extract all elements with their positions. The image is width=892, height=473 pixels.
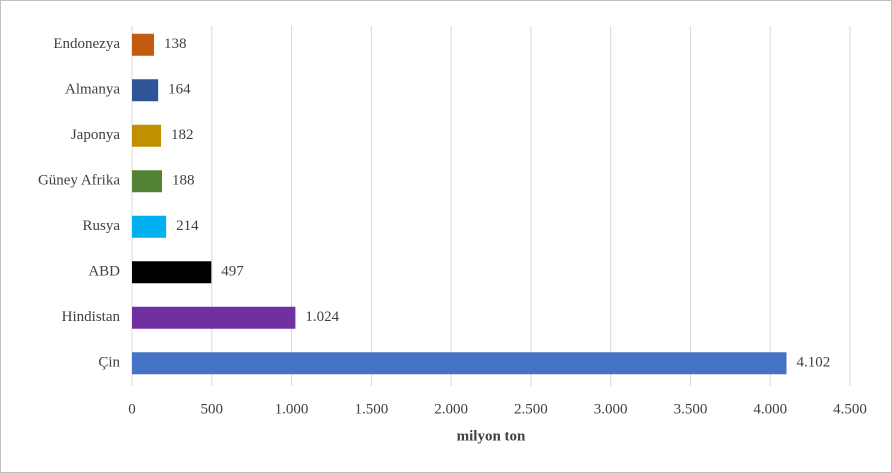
y-tick-label: Güney Afrika bbox=[38, 173, 120, 189]
bar bbox=[132, 79, 159, 102]
y-tick-label: Japonya bbox=[71, 127, 120, 143]
y-tick-label: ABD bbox=[88, 264, 120, 280]
x-tick-label: 3.000 bbox=[594, 401, 628, 417]
value-label: 4.102 bbox=[796, 355, 830, 371]
x-tick-label: 4.500 bbox=[833, 401, 867, 417]
value-label: 182 bbox=[171, 127, 194, 143]
bar bbox=[132, 306, 296, 329]
x-tick-label: 2.500 bbox=[514, 401, 548, 417]
x-tick-label: 3.500 bbox=[674, 401, 708, 417]
y-tick-label: Rusya bbox=[83, 218, 121, 234]
x-tick-label: 4.000 bbox=[753, 401, 787, 417]
bar bbox=[132, 352, 787, 375]
value-label: 1.024 bbox=[305, 309, 339, 325]
x-tick-label: 500 bbox=[201, 401, 224, 417]
value-label: 188 bbox=[172, 173, 195, 189]
bar bbox=[132, 33, 155, 56]
bar bbox=[132, 261, 212, 284]
bar bbox=[132, 215, 167, 238]
value-label: 214 bbox=[176, 218, 199, 234]
x-tick-label: 1.500 bbox=[354, 401, 388, 417]
x-tick-label: 0 bbox=[128, 401, 136, 417]
bar bbox=[132, 124, 162, 147]
x-tick-label: 1.000 bbox=[275, 401, 309, 417]
x-tick-label: 2.000 bbox=[434, 401, 468, 417]
x-axis-label: milyon ton bbox=[457, 428, 526, 444]
y-tick-label: Almanya bbox=[65, 82, 120, 98]
y-tick-label: Hindistan bbox=[62, 309, 121, 325]
bar bbox=[132, 170, 162, 193]
y-tick-label: Endonezya bbox=[53, 36, 120, 52]
y-tick-label: Çin bbox=[98, 355, 120, 371]
value-label: 164 bbox=[168, 82, 191, 98]
value-label: 138 bbox=[164, 36, 187, 52]
value-label: 497 bbox=[221, 264, 244, 280]
